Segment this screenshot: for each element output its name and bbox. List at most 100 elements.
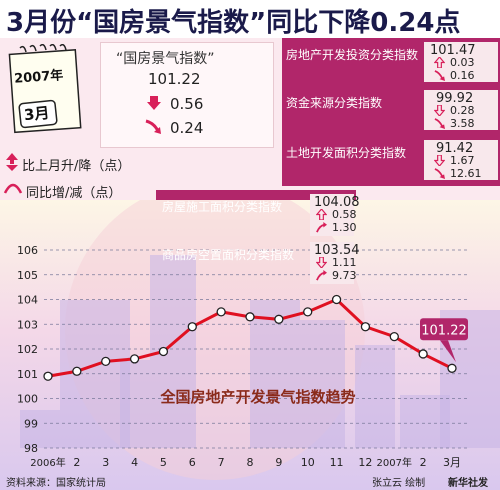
data-point <box>187 322 197 332</box>
chart-title: 全国房地产开发景气指数趋势 <box>159 388 355 406</box>
x-tick-label: 3 <box>102 456 109 469</box>
down-arrow-icon <box>316 257 327 268</box>
sub-index-value: 99.92 <box>436 91 474 106</box>
x-tick-label: 6 <box>189 456 196 469</box>
x-tick-label: 12 <box>358 456 372 469</box>
data-point <box>245 312 255 322</box>
data-point <box>418 349 428 359</box>
y-tick-label: 103 <box>17 318 38 331</box>
x-tick-label: 5 <box>160 456 167 469</box>
x-tick-label: 2 <box>420 456 427 469</box>
y-tick-label: 100 <box>17 393 38 406</box>
y-tick-label: 105 <box>17 269 38 282</box>
x-tick-label: 10 <box>301 456 315 469</box>
footer-source: 资料来源：国家统计局 <box>6 478 106 489</box>
callout-value: 101.22 <box>421 323 467 338</box>
building-shape <box>300 320 345 448</box>
last-value-callout: 101.22 <box>420 318 468 363</box>
y-tick-label: 101 <box>17 368 38 381</box>
sub-index-yoy: 0.16 <box>450 69 475 82</box>
x-tick-label: 2 <box>73 456 80 469</box>
x-tick-label: 7 <box>218 456 225 469</box>
data-point <box>389 331 399 342</box>
calendar-month: 3月 <box>23 103 51 125</box>
building-shape <box>20 410 60 448</box>
main-index-mom: 0.56 <box>170 95 204 113</box>
sub-index-yoy: 1.30 <box>332 221 357 234</box>
x-tick-label: 4 <box>131 456 138 469</box>
yoy-decrease-icon <box>434 168 445 179</box>
sub-index-mom: 0.28 <box>450 104 475 117</box>
building-shape <box>355 345 395 448</box>
sub-index-value: 104.08 <box>314 195 360 210</box>
yoy-increase-icon <box>316 270 327 281</box>
sub-index-mom: 0.58 <box>332 208 357 221</box>
up-arrow-icon <box>434 57 445 68</box>
headline-title: 3月份“国房景气指数”同比下降0.24点 <box>6 8 461 38</box>
y-axis-ticks: 98 99 100 101 102 103 104 105 106 <box>17 244 38 455</box>
up-down-arrow-icon <box>6 153 18 171</box>
data-point <box>274 314 284 324</box>
down-arrow-icon <box>147 96 161 110</box>
down-arrow-icon <box>434 105 445 116</box>
yoy-arrows-icon <box>3 183 23 194</box>
series-markers <box>43 294 457 381</box>
callout-box <box>420 318 468 341</box>
sub-index-value: 101.47 <box>430 43 476 58</box>
sub-index-yoy: 9.73 <box>332 269 357 282</box>
sub-index-label: 商品房空置面积分类指数 <box>162 248 295 262</box>
callout-pointer <box>440 340 456 363</box>
footer-author: 张立云 绘制 <box>372 478 426 489</box>
main-index-yoy: 0.24 <box>170 119 204 137</box>
main-index-title: “国房景气指数” <box>116 51 215 67</box>
building-shape <box>150 255 196 448</box>
x-tick-label: 11 <box>330 456 344 469</box>
sub-index-mom: 1.67 <box>450 154 475 167</box>
sub-index-value: 91.42 <box>436 141 474 156</box>
yoy-decrease-icon <box>434 118 445 129</box>
sub-index-yoy: 12.61 <box>450 167 482 180</box>
down-arrow-icon <box>434 155 445 166</box>
sub-index-label: 房地产开发投资分类指数 <box>286 48 419 62</box>
sub-index-label: 房屋施工面积分类指数 <box>162 200 283 214</box>
calendar-year: 2007年 <box>13 68 64 87</box>
data-point <box>216 307 226 317</box>
legend-yoy-label: 同比增/减（点） <box>26 186 122 201</box>
footer-agency: 新华社发 <box>448 478 488 489</box>
sub-index-mom: 0.03 <box>450 56 475 69</box>
data-point <box>101 356 111 367</box>
y-tick-label: 106 <box>17 244 38 257</box>
x-tick-label: 3月 <box>443 456 461 469</box>
y-tick-label: 104 <box>17 294 38 307</box>
data-point <box>129 354 140 364</box>
data-point <box>331 294 342 305</box>
grid-lines <box>44 249 470 449</box>
building-shape <box>120 360 150 448</box>
data-point <box>360 322 371 332</box>
sub-index-label: 土地开发面积分类指数 <box>286 146 407 160</box>
data-point <box>303 307 313 317</box>
legend-mom-label: 比上月升/降（点） <box>22 159 131 174</box>
sub-index-value: 103.54 <box>314 243 360 258</box>
calendar-icon <box>8 44 82 134</box>
main-index-value: 101.22 <box>148 70 201 88</box>
up-arrow-icon <box>316 209 327 220</box>
main-index-box <box>100 42 274 148</box>
y-tick-label: 98 <box>24 442 38 455</box>
y-tick-label: 99 <box>24 417 38 430</box>
sub-index-mom: 1.11 <box>332 256 357 269</box>
x-axis-ticks: 2006年 2 3 4 5 6 7 8 9 10 11 12 2007年 2 3月 <box>30 456 461 469</box>
y-tick-label: 102 <box>17 343 38 356</box>
x-tick-label: 2007年 <box>377 456 412 469</box>
data-point <box>158 346 169 357</box>
headline-bar: 3月份“国房景气指数”同比下降0.24点 <box>0 0 500 38</box>
sub-index-label: 资金来源分类指数 <box>286 96 383 110</box>
data-point <box>43 371 53 381</box>
x-tick-label: 2006年 <box>30 456 65 469</box>
yoy-decrease-icon <box>145 119 161 134</box>
data-point <box>72 366 82 376</box>
yoy-increase-icon <box>316 222 327 233</box>
data-point <box>447 363 457 373</box>
